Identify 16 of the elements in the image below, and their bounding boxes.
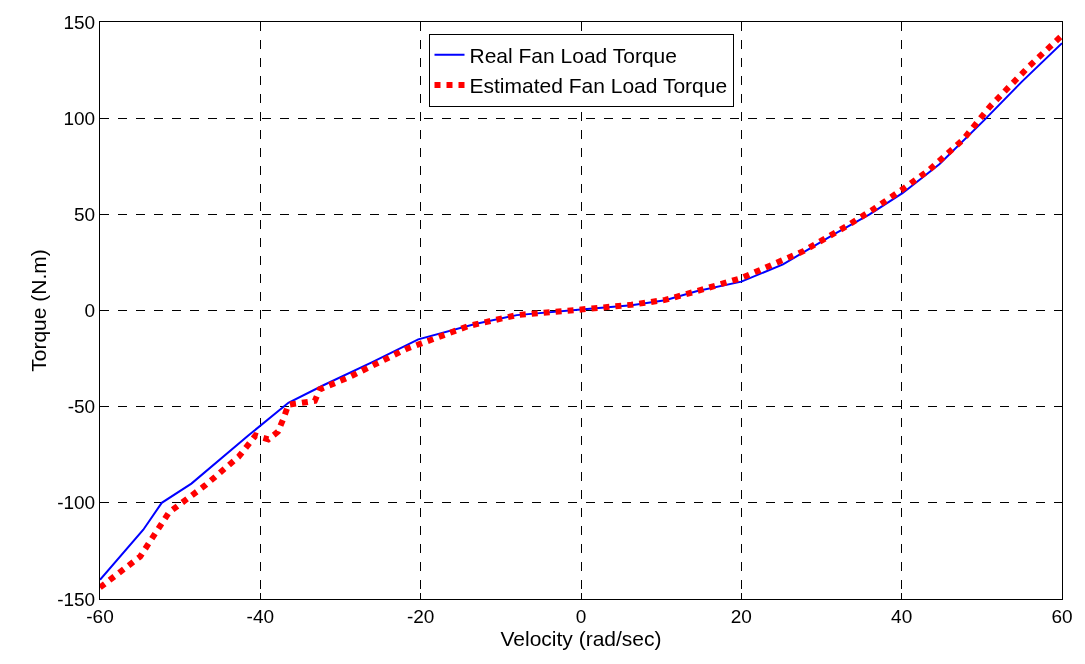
y-tick-label: 100: [63, 107, 96, 129]
x-tick-label: 40: [891, 605, 913, 627]
x-tick-label: 60: [1051, 605, 1073, 627]
y-axis-title: Torque (N.m): [27, 249, 51, 372]
y-tick-label: 150: [63, 11, 96, 33]
x-axis-title: Velocity (rad/sec): [500, 626, 662, 650]
legend-label: Real Fan Load Torque: [469, 43, 677, 67]
x-tick-label: 0: [575, 605, 587, 627]
x-tick-label: -20: [406, 605, 435, 627]
legend-label: Estimated Fan Load Torque: [469, 74, 728, 98]
y-tick-label: -50: [67, 396, 96, 418]
x-tick-label: 20: [730, 605, 752, 627]
y-tick-label: -100: [57, 492, 96, 514]
y-tick-label: 0: [84, 300, 96, 322]
y-tick-label: 50: [74, 203, 96, 225]
x-tick-label: -40: [246, 605, 275, 627]
